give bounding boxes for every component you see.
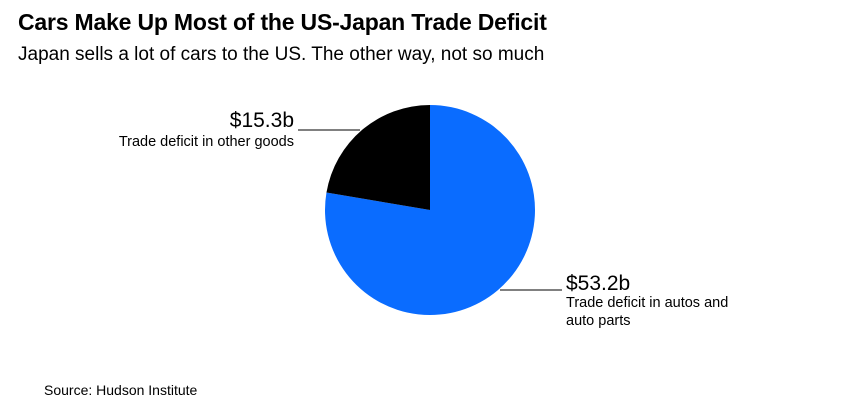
pie-slice-1 — [326, 105, 430, 210]
source-note: Source: Hudson Institute — [44, 382, 198, 398]
slice-category-label-1: Trade deficit in other goods — [119, 134, 294, 150]
chart-subtitle: Japan sells a lot of cars to the US. The… — [18, 44, 545, 65]
slice-value-label-0: $53.2b — [566, 272, 630, 295]
slice-category-label-0: Trade deficit in autos and auto parts — [566, 295, 728, 329]
chart-title: Cars Make Up Most of the US-Japan Trade … — [18, 9, 547, 35]
slice-value-label-1: $15.3b — [230, 109, 294, 132]
